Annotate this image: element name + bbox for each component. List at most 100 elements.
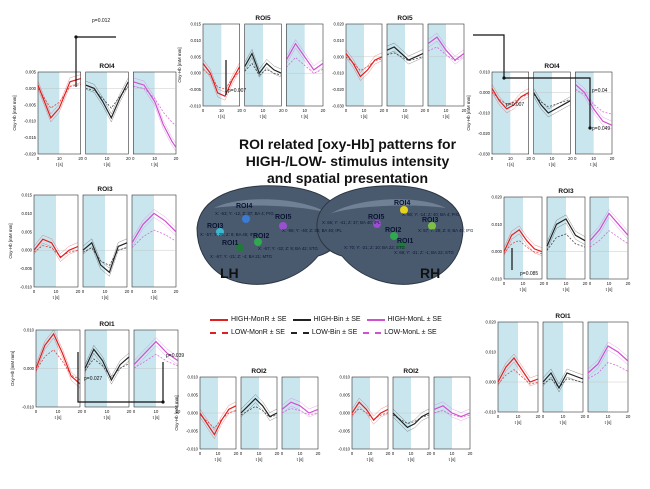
panel-xtick-lh_roi1-1-10: 10: [105, 409, 110, 414]
panel-xtick-rh_roi3-0-10: 10: [521, 281, 526, 286]
panel-subframe-rh_roi3-0: [503, 196, 543, 280]
panel-xtick-rh_roi4-2-10: 10: [591, 156, 596, 161]
panel-xtick-rh_roi3-2-10: 10: [607, 281, 612, 286]
panel-shade-rh_roi1-1: [543, 322, 563, 412]
panel-se-upper-bot_roi2_a-MonL: [281, 397, 319, 410]
panel-ytick-top_roi5_a-0: 0.015: [191, 22, 202, 27]
panel-trace-low-bot_roi2_b-MonL: [433, 410, 471, 418]
panel-xtick-top_roi5_b-2-10: 10: [444, 108, 449, 113]
panel-ytick-bot_roi2_a-3: -0.005: [186, 429, 199, 434]
panel-trace-low-lh_roi1-MonR: [35, 349, 81, 381]
panel-trace-lh_roi4-MonR: [37, 78, 81, 120]
panel-xtick-lh_roi3-1-10: 10: [103, 289, 108, 294]
panel-xtick-rh_roi1-0-10: 10: [516, 414, 521, 419]
panel-shade-lh_roi3-2: [132, 195, 154, 287]
panel-title-lh_roi4: ROI4: [99, 63, 115, 70]
panel-xtick-bot_roi2_a-0-10: 10: [216, 451, 221, 456]
panel-subframe-rh_roi4-1: [533, 71, 571, 155]
panel-xtick-lh_roi4-1-0: 0: [84, 156, 87, 161]
panel-subframe-rh_roi1-1: [542, 321, 584, 413]
panel-xtick-bot_roi2_a-1-20: 20: [275, 451, 280, 456]
panel-xtick-rh_roi4-0-0: 0: [491, 156, 494, 161]
rh-roi4-label: ROI4: [394, 200, 410, 207]
panel-ytick-rh_roi4-0: 0.010: [480, 70, 491, 75]
panel-se-lower-rh_roi4-Bin: [533, 96, 571, 118]
panel-xtick-rh_roi1-0-20: 20: [536, 414, 541, 419]
panel-lh_roi4: ROI4 Oxy-Hb [mM mm] 0.005 0.000 -0.005 -0.010…: [12, 18, 179, 167]
panel-se-upper-rh_roi1-MonL: [587, 341, 629, 370]
rh-coord-4: X: 70; Y: -21; Z: 10; BA 22; STG: [344, 245, 405, 250]
rh-roi1-dot: [398, 241, 406, 249]
panel-ylabel-top_roi5_a: Oxy-Hb [mM mm]: [177, 47, 182, 82]
panel-ytick-rh_roi1-0: 0.020: [486, 320, 497, 325]
panel-trace-rh_roi1-MonR: [497, 357, 539, 383]
panel-xtick-rh_roi4-2-20: 20: [610, 156, 615, 161]
panel-se-upper-top_roi5_a-MonL: [286, 39, 324, 67]
legend-swatch-high-monr: [210, 318, 228, 321]
panel-trace-lh_roi1-Bin: [84, 348, 130, 382]
panel-xtick-bot_roi2_b-2-0: 0: [433, 451, 436, 456]
panel-xtick-top_roi5_b-0-10: 10: [362, 108, 367, 113]
panel-ytick-rh_roi1-2: 0.000: [486, 380, 497, 385]
panel-title-top_roi5_a: ROI5: [255, 15, 271, 22]
panel-trace-low-top_roi5_a-Bin: [244, 62, 282, 76]
panel-se-lower-rh_roi1-MonL: [587, 349, 629, 378]
panel-ytick-rh_roi3-2: 0.000: [492, 249, 503, 254]
panel-ytick-top_roi5_b-0: 0.020: [334, 22, 345, 27]
panel-ytick-rh_roi1-3: -0.010: [484, 410, 497, 415]
panel-shade-rh_roi1-2: [588, 322, 608, 412]
bracket-node-3: [161, 400, 165, 404]
panel-xtick-bot_roi2_b-1-10: 10: [409, 451, 414, 456]
panel-trace-lh_roi1-MonL: [133, 340, 179, 366]
panel-trace-low-lh_roi1-MonL: [133, 353, 179, 369]
panel-subframe-top_roi5_b-2: [427, 23, 465, 107]
panel-xtick-bot_roi2_a-0-20: 20: [234, 451, 239, 456]
panel-xtick-rh_roi4-0-20: 20: [526, 156, 531, 161]
panel-xtick-top_roi5_b-1-0: 0: [386, 108, 389, 113]
panel-xtick-top_roi5_b-2-0: 0: [427, 108, 430, 113]
panel-ytick-rh_roi4-1: 0.000: [480, 90, 491, 95]
panel-xtick-lh_roi4-1-10: 10: [105, 156, 110, 161]
panel-trace-low-top_roi5_b-MonR: [345, 56, 383, 72]
panel-xtick-lh_roi1-2-0: 0: [133, 409, 136, 414]
panel-xtick-lh_roi1-0-10: 10: [56, 409, 61, 414]
panel-xtick-lh_roi4-0-20: 20: [78, 156, 83, 161]
panel-se-upper-bot_roi2_a-Bin: [240, 394, 278, 413]
panel-trace-rh_roi3-MonR: [503, 228, 543, 253]
panel-xtick-rh_roi3-2-20: 20: [626, 281, 631, 286]
rh-roi5-label: ROI5: [368, 214, 384, 221]
panel-ylabel-rh_roi4: Oxy-Hb [mM mm]: [466, 95, 471, 130]
panel-se-upper-lh_roi1-Bin: [84, 344, 130, 377]
panel-xlabel-lh_roi4-2: t [s]: [151, 162, 158, 167]
legend-item-low-bin: LOW-Bin ± SE: [290, 329, 357, 336]
panel-xlabel-top_roi5_a-0: t [s]: [218, 114, 225, 119]
panel-xlabel-top_roi5_a-1: t [s]: [260, 114, 267, 119]
rh-roi1-label: ROI1: [397, 238, 413, 245]
panel-ytick-top_roi5_b-4: -0.020: [332, 87, 345, 92]
lh-brain-highlight: [214, 199, 330, 214]
panel-trace-lh_roi3-Bin: [82, 241, 128, 274]
legend-item-low-monr: LOW-MonR ± SE: [210, 329, 285, 336]
lh-label: LH: [220, 265, 239, 281]
panel-se-upper-rh_roi4-Bin: [533, 88, 571, 110]
panel-xtick-rh_roi1-2-10: 10: [606, 414, 611, 419]
panel-se-upper-bot_roi2_b-MonR: [351, 397, 389, 417]
panel-xtick-bot_roi2_b-0-10: 10: [368, 451, 373, 456]
panel-xtick-rh_roi1-1-10: 10: [561, 414, 566, 419]
panel-subframe-rh_roi4-2: [575, 71, 613, 155]
panel-trace-rh_roi4-Bin: [533, 92, 571, 114]
panel-ytick-lh_roi1-0: 0.010: [24, 328, 35, 333]
panel-xtick-top_roi5_a-0-0: 0: [202, 108, 205, 113]
panel-xlabel-lh_roi3-0: t [s]: [53, 295, 60, 300]
panel-trace-lh_roi3-MonR: [33, 238, 79, 259]
panel-xtick-top_roi5_b-0-0: 0: [345, 108, 348, 113]
panel-xlabel-lh_roi4-0: t [s]: [56, 162, 63, 167]
panels-layer: ROI4 Oxy-Hb [mM mm] 0.005 0.000 -0.005 -0.010…: [8, 15, 631, 462]
legend-label-high-monl: HIGH-MonL ± SE: [387, 316, 442, 323]
panel-xlabel-rh_roi1-2: t [s]: [605, 420, 612, 425]
panel-xtick-bot_roi2_a-2-20: 20: [316, 451, 321, 456]
panel-xtick-bot_roi2_b-0-0: 0: [351, 451, 354, 456]
panel-trace-bot_roi2_a-Bin: [240, 397, 278, 418]
panel-subframe-top_roi5_b-1: [386, 23, 424, 107]
panel-trace-low-lh_roi3-MonR: [33, 245, 79, 258]
